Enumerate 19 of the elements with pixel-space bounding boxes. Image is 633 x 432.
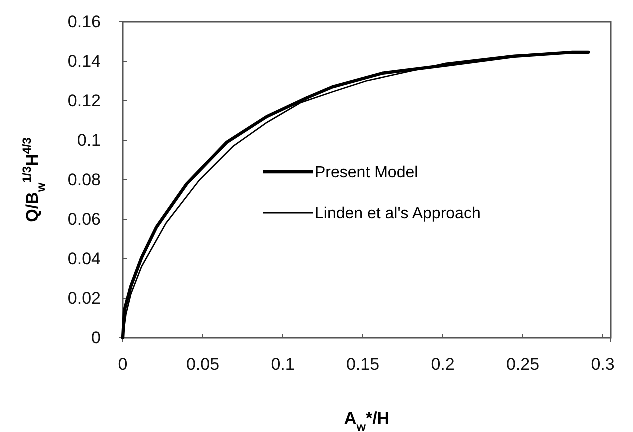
x-tick-label: 0.15	[346, 355, 380, 374]
y-tick-label: 0.06	[68, 210, 101, 229]
x-tick-label: 0	[118, 355, 128, 374]
x-tick-label: 0.1	[271, 355, 295, 374]
x-tick-label: 0.05	[186, 355, 220, 374]
y-tick-label: 0.12	[68, 91, 101, 110]
y-tick-label: 0	[92, 328, 101, 348]
legend-label: Present Model	[315, 164, 418, 182]
y-tick-label: 0.1	[77, 130, 101, 150]
y-tick-label: 0.08	[68, 170, 101, 190]
x-tick-label: 0.2	[431, 355, 455, 374]
y-tick-label: 0.16	[68, 12, 101, 32]
x-axis-title: A$_{w}$*/H	[344, 409, 390, 432]
x-tick-label: 0.3	[591, 355, 615, 374]
y-tick-label: 0.04	[68, 249, 101, 268]
legend-label: Linden et al's Approach	[315, 206, 481, 223]
y-tick-label: 0.14	[68, 52, 101, 71]
x-tick-label: 0.25	[506, 355, 540, 374]
y-tick-label: 0.02	[68, 288, 101, 308]
